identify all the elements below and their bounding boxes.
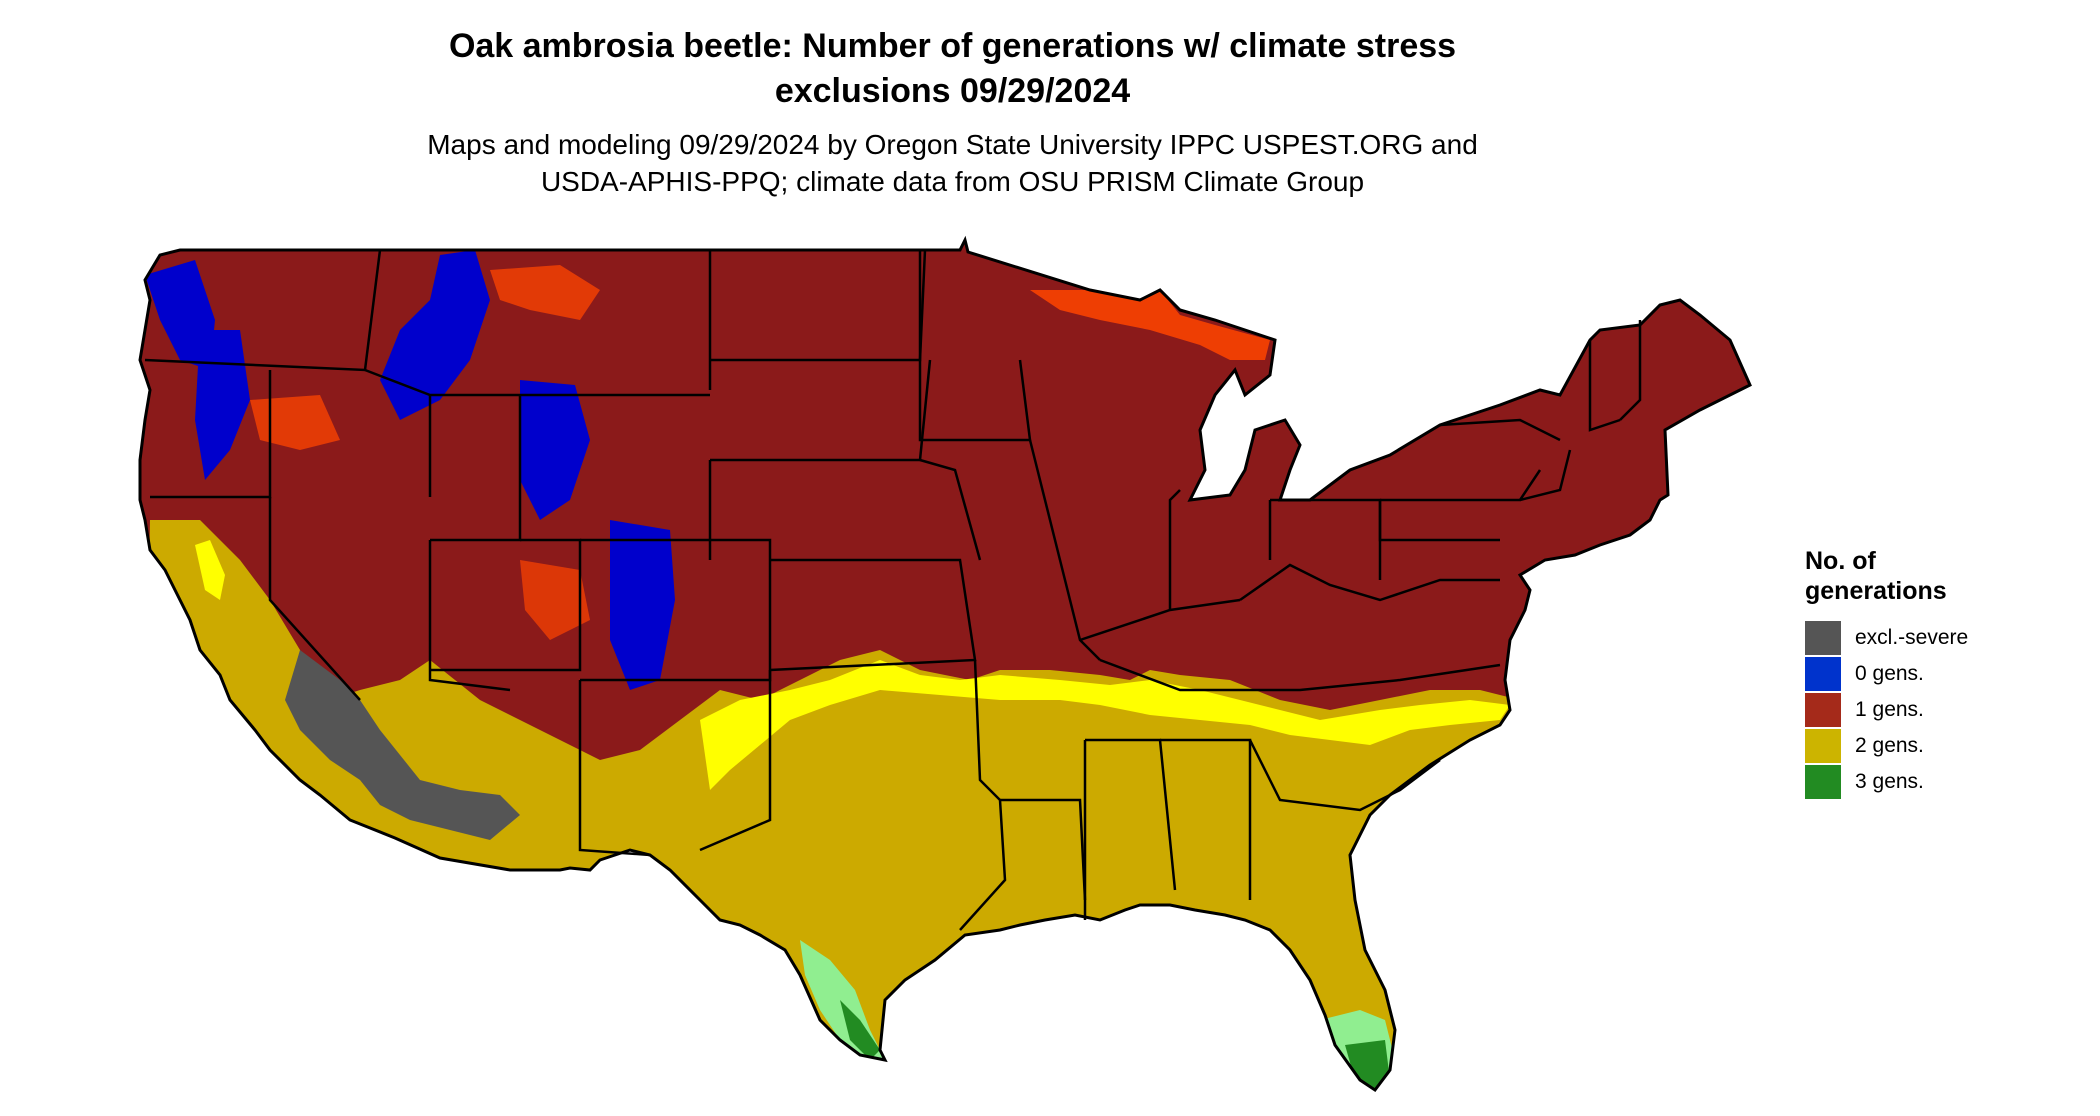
region-one-gen-light-oregon [250, 395, 340, 450]
map-subtitle-line1: Maps and modeling 09/29/2024 by Oregon S… [427, 129, 1478, 160]
map-title: Oak ambrosia beetle: Number of generatio… [0, 24, 1905, 114]
legend-item-one-gens: 1 gens. [1805, 692, 1968, 728]
legend-label-zero-gens: 0 gens. [1855, 662, 1924, 685]
region-three-gen-texas-dark [840, 1000, 880, 1060]
map-title-line1: Oak ambrosia beetle: Number of generatio… [448, 27, 1457, 65]
region-zero-gen-wyoming [520, 380, 590, 520]
legend-title-line1: No. of [1805, 547, 1876, 575]
map-subtitle: Maps and modeling 09/29/2024 by Oregon S… [0, 126, 1905, 200]
legend-label-two-gens: 2 gens. [1855, 734, 1924, 757]
region-one-gen-light-montana [490, 265, 600, 320]
us-land-base [140, 240, 1750, 1090]
legend-swatch-three-gens [1805, 765, 1841, 799]
legend-item-zero-gens: 0 gens. [1805, 656, 1968, 692]
map-title-line2: exclusions 09/29/2024 [774, 72, 1131, 110]
region-two-gen-light [700, 660, 1510, 790]
region-zero-gen-colorado [610, 520, 675, 690]
map-subtitle-line2: USDA-APHIS-PPQ; climate data from OSU PR… [540, 166, 1365, 197]
legend-item-three-gens: 3 gens. [1805, 764, 1968, 800]
legend-label-excluded-severe: excl.-severe [1855, 626, 1969, 649]
legend-title: No. of generations [1805, 546, 1968, 606]
legend-swatch-two-gens [1805, 729, 1841, 763]
state-borders [144, 249, 1642, 931]
region-excluded-severe [285, 650, 520, 840]
legend-swatch-one-gens [1805, 693, 1841, 727]
legend-label-one-gens: 1 gens. [1855, 698, 1924, 721]
legend-swatch-excluded-severe [1805, 621, 1841, 655]
legend-swatch-zero-gens [1805, 657, 1841, 691]
region-two-gen-light-west [195, 540, 225, 600]
region-zero-gen-cascades [145, 260, 215, 370]
region-one-gen-light-lakes [1030, 290, 1270, 360]
legend-item-excluded-severe: excl.-severe [1805, 620, 1968, 656]
region-zero-gen-rockies-north [380, 250, 490, 420]
region-zero-gen-idaho [195, 330, 250, 480]
legend-item-two-gens: 2 gens. [1805, 728, 1968, 764]
legend-title-line2: generations [1805, 577, 1947, 605]
legend-label-three-gens: 3 gens. [1855, 770, 1924, 793]
region-one-gen-light-utah [520, 560, 590, 640]
map-legend: No. of generations excl.-severe 0 gens. … [1805, 546, 1968, 800]
